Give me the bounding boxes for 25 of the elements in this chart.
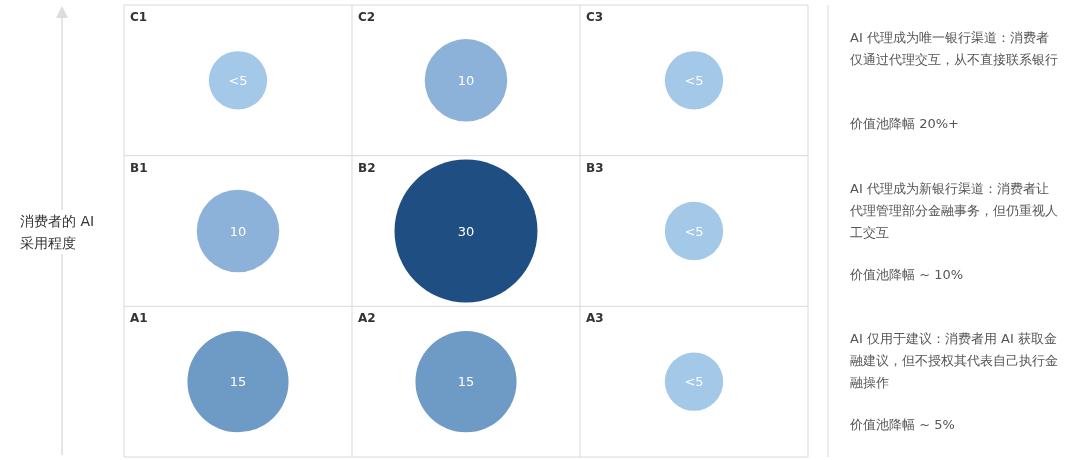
data-label: 10 (457, 72, 475, 88)
category-label: C3 (586, 10, 604, 24)
text: 价值池降幅 20%+ (850, 115, 960, 133)
data-label: <5 (684, 374, 704, 390)
data-label: <5 (684, 223, 704, 239)
data-label: <5 (684, 72, 704, 88)
category-label: A1 (130, 311, 148, 326)
category-label: A2 (358, 311, 376, 326)
category-label: B1 (130, 160, 148, 175)
category-label: A3 (586, 311, 604, 326)
category-label: C1 (130, 10, 148, 24)
data-label: 10 (229, 223, 247, 239)
text: 消费者的 AI 采用程度 (20, 210, 102, 254)
data-label: 30 (457, 223, 475, 239)
data-label: 15 (229, 374, 247, 390)
text: AI 仅用于建议：消费者用 AI 获取金融建议，但不授权其代表自己执行金融操作 (850, 330, 1059, 393)
category-label: B2 (358, 160, 376, 175)
text: 价值池降幅 ~ 5% (850, 416, 956, 435)
category-label: C2 (358, 10, 376, 24)
text: AI 代理成为新银行渠道：消费者让代理管理部分金融事务，但仍重视人工交互 (850, 179, 1059, 242)
data-label: 15 (457, 374, 475, 390)
text: AI 代理成为唯一银行渠道：消费者仅通过代理交互，从不直接联系银行 (850, 29, 1059, 69)
category-label: B3 (586, 160, 604, 175)
data-label: <5 (228, 72, 248, 88)
text: 价值池降幅 ~ 10% (850, 265, 965, 284)
